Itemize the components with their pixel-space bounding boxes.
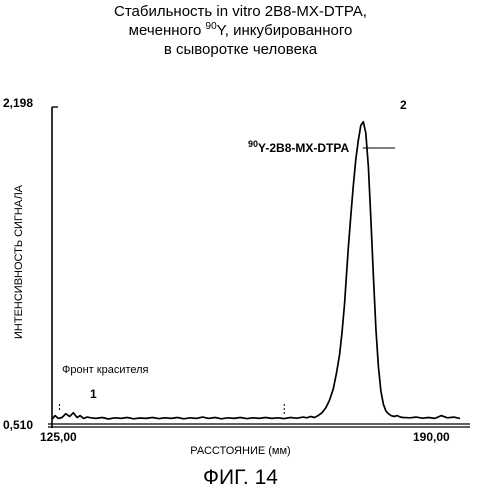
x-axis-label: РАССТОЯНИЕ (мм) — [0, 445, 481, 457]
x-tick-label-min: 125,00 — [40, 430, 77, 444]
peak-label-compound: Y-2B8-MX-DTPA — [258, 141, 349, 155]
figure-caption: ФИГ. 14 — [0, 466, 481, 490]
x-tick-label-max: 190,00 — [413, 430, 450, 444]
annotation-dye-front: Фронт красителя — [62, 364, 149, 376]
annotation-peak-2: 2 — [400, 98, 407, 112]
annotation-peak-label: 90Y-2B8-MX-DTPA — [248, 141, 349, 155]
peak-label-isotope-superscript: 90 — [248, 139, 258, 149]
y-tick-label-min: 0,510 — [3, 418, 33, 432]
annotation-peak-1: 1 — [90, 387, 97, 401]
y-tick-label-max: 2,198 — [3, 96, 33, 110]
y-axis-label: ИНТЕНСИВНОСТЬ СИГНАЛА — [13, 147, 27, 377]
